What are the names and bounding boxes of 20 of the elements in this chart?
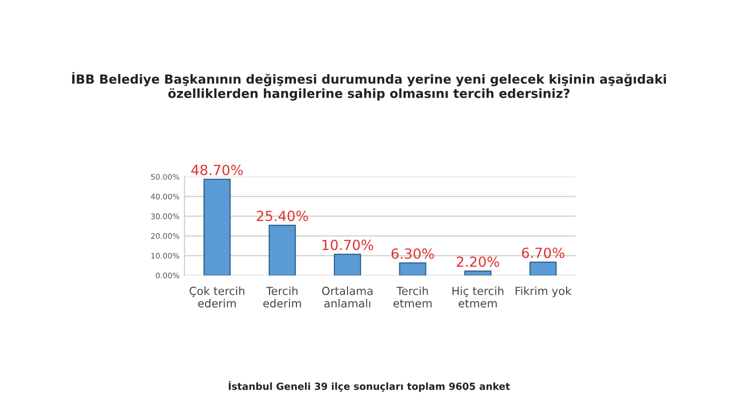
bar [464,270,492,276]
data-label: 25.40% [256,210,308,222]
data-label: 6.70% [522,248,564,258]
x-tick-label: Ortalama anlamalı [322,286,372,308]
x-tick-label: Tercih ederim [263,286,301,308]
bar [268,224,296,276]
data-label: 10.70% [322,240,374,250]
text: İstanbul Geneli 39 ilçe sonuçları toplam 9605 anket [228,380,510,392]
bar [204,178,231,276]
data-label: 2.20% [456,256,500,267]
x-tick-label: Çok tercih ederim [190,286,244,308]
bar [529,262,557,276]
x-tick-label: Hiç tercih etmem [452,286,504,308]
data-label: 6.30% [392,248,434,259]
chart-title: İBB Belediye Başkanının değişmesi durumunda yerine yeni gelecek kişinin aşağıdaki özelliklerden hangilerine sahip olmasını tercih edersiniz? [72,72,666,101]
x-tick-label: Fikrim yok [516,286,572,298]
x-tick-label: Tercih etmem [393,286,432,308]
bar [399,262,426,276]
data-label: 48.70% [191,164,243,176]
bar [334,254,362,276]
